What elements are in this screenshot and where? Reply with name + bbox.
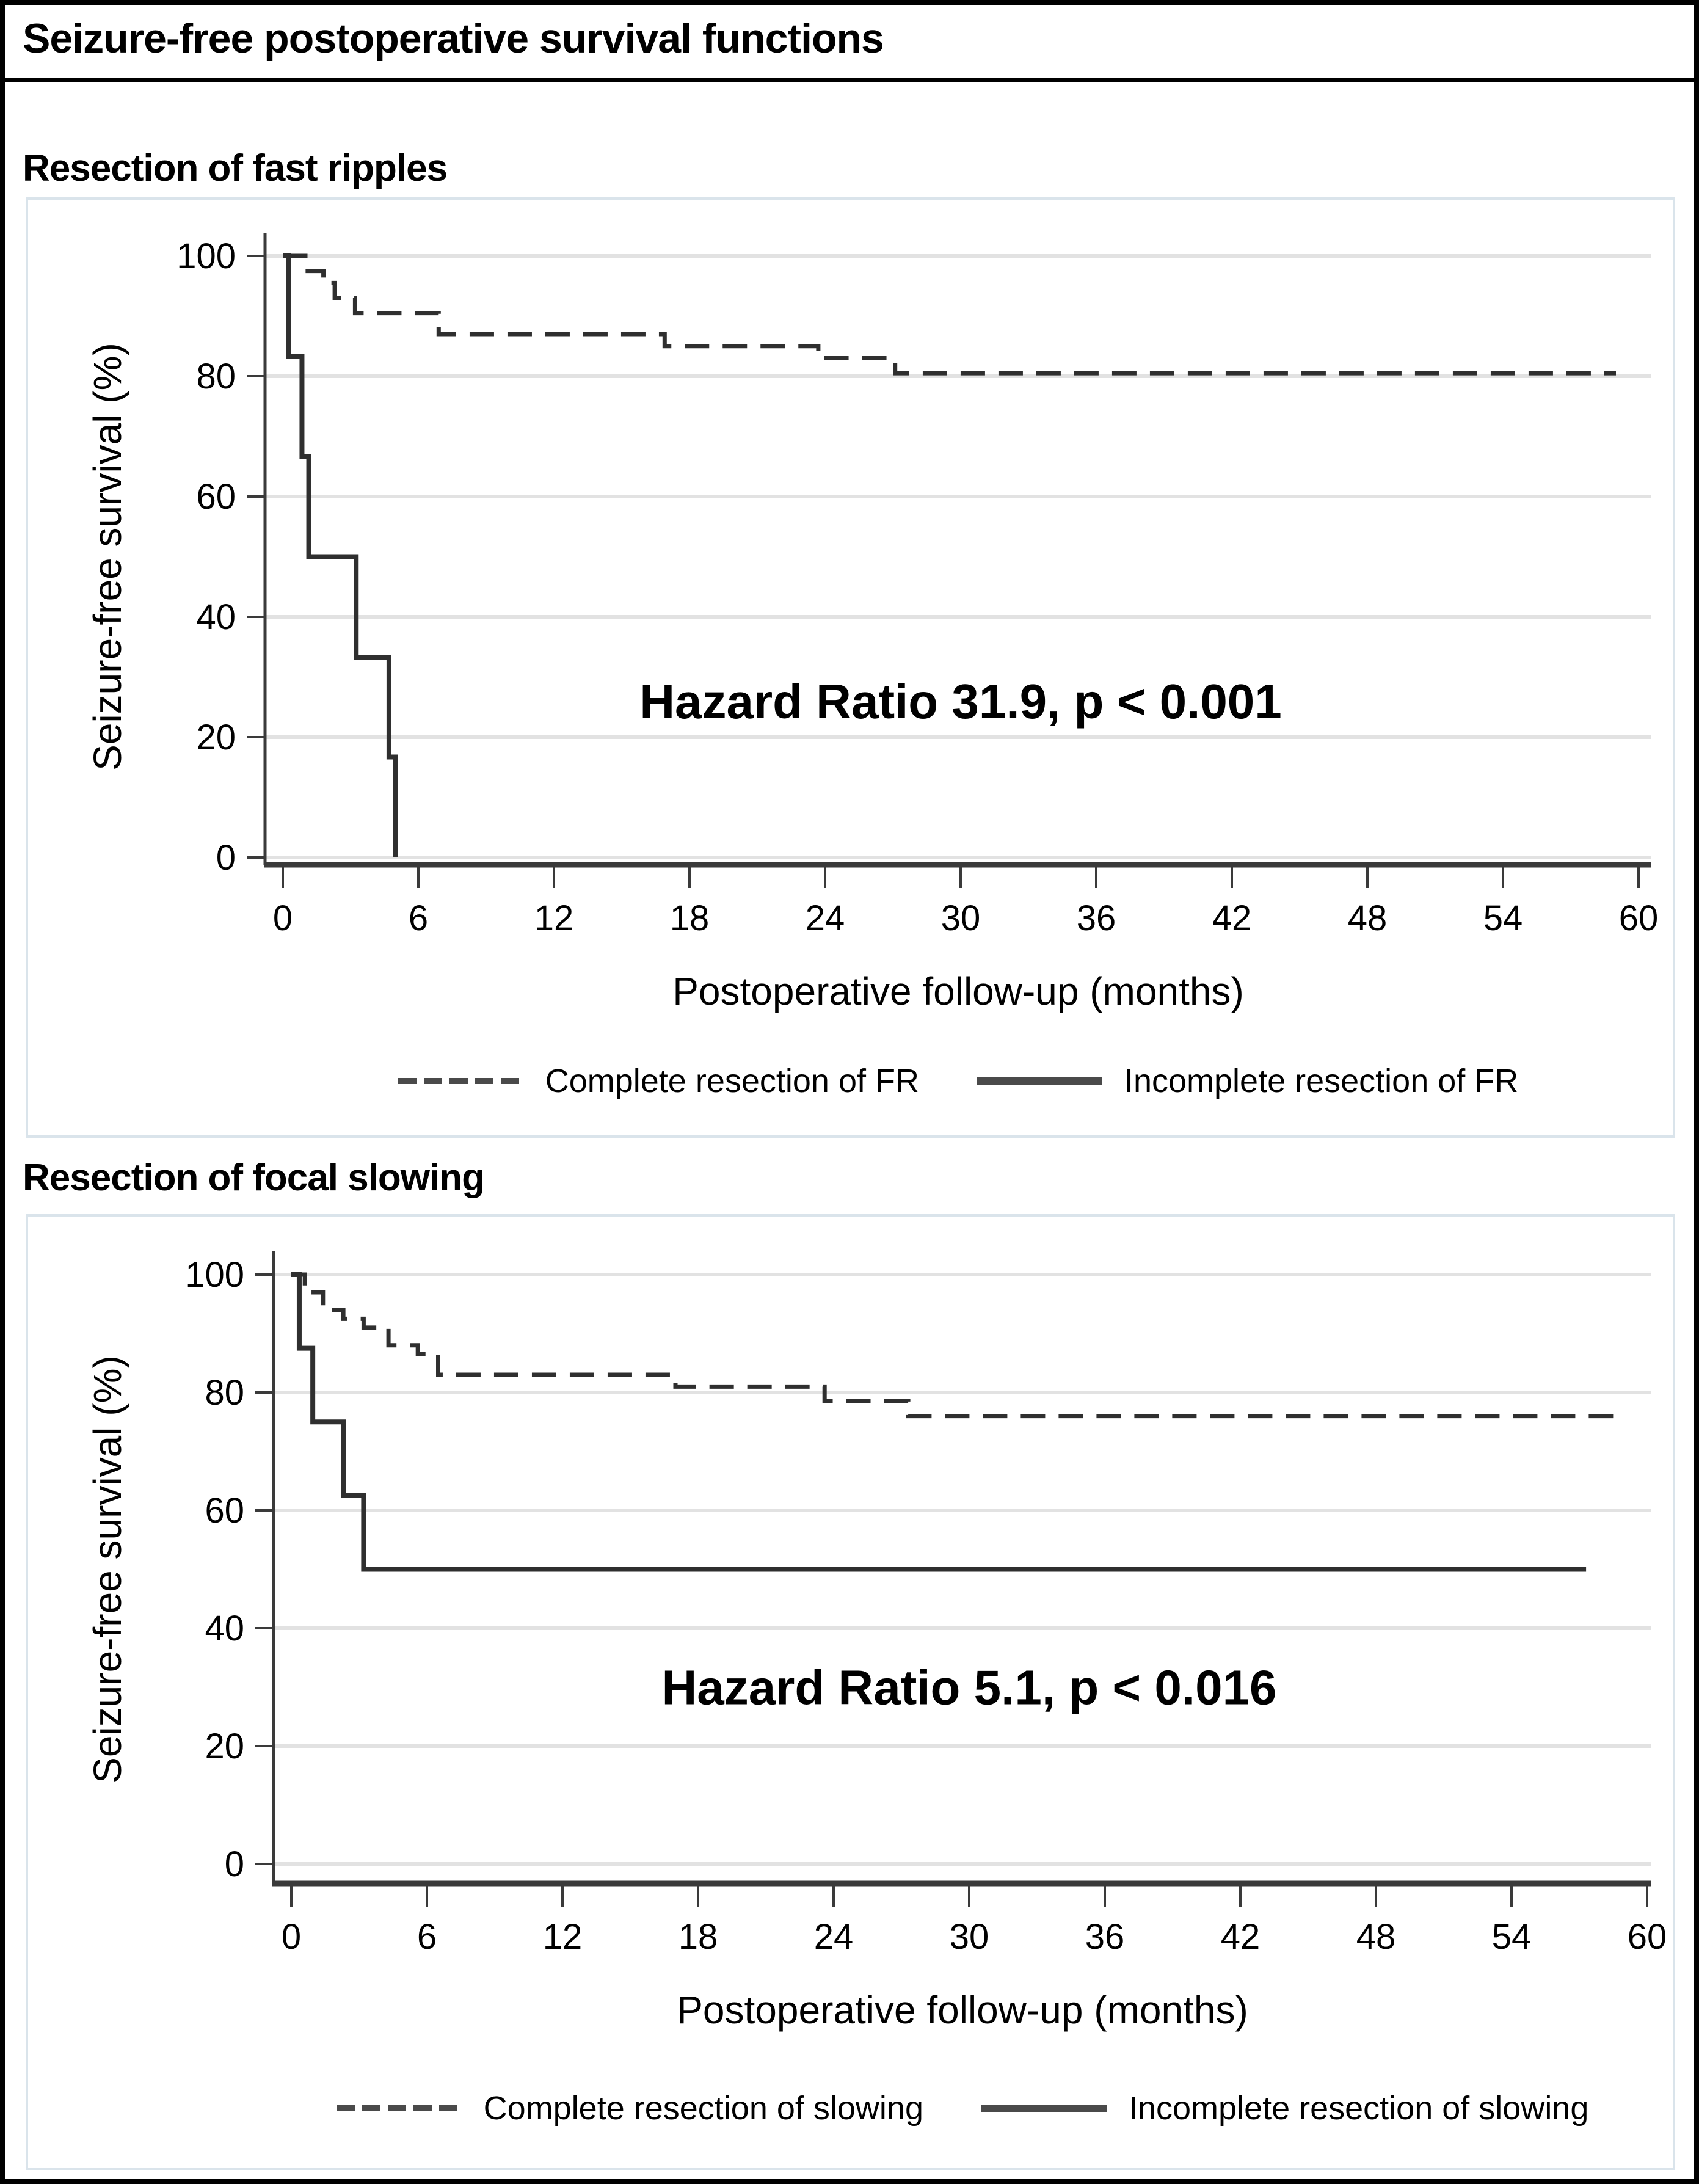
survival-curve-solid bbox=[291, 1272, 1587, 1572]
hazard-ratio-annotation: Hazard Ratio 31.9, p < 0.001 bbox=[639, 674, 1282, 729]
survival-curve-dashed bbox=[283, 253, 1616, 376]
y-tick-label-40: 40 bbox=[196, 597, 236, 637]
x-tick-label-18: 18 bbox=[679, 1917, 718, 1957]
legend-fast-ripples: Complete resection of FR Incomplete resec… bbox=[265, 1060, 1651, 1102]
legend-item: Complete resection of FR bbox=[398, 1062, 919, 1100]
survival-curve-solid bbox=[283, 253, 398, 857]
x-tick-label-54: 54 bbox=[1483, 898, 1523, 938]
x-tick-label-12: 12 bbox=[543, 1917, 583, 1957]
x-tick-label-6: 6 bbox=[417, 1917, 437, 1957]
y-tick-label-40: 40 bbox=[205, 1609, 244, 1648]
x-tick-label-6: 6 bbox=[409, 898, 428, 938]
hazard-ratio-annotation: Hazard Ratio 5.1, p < 0.016 bbox=[661, 1661, 1276, 1715]
x-tick-label-0: 0 bbox=[273, 898, 293, 938]
x-tick-label-30: 30 bbox=[950, 1917, 989, 1957]
chart-panel-focal-slowing: 0 20 40 60 80 100 0 6 12 18 24 30 36 42 48 54 60 Postoper… bbox=[26, 1214, 1675, 2170]
y-tick-label-0: 0 bbox=[216, 838, 236, 878]
x-tick-label-48: 48 bbox=[1348, 898, 1388, 938]
y-tick-label-0: 0 bbox=[225, 1844, 244, 1884]
x-axis-title: Postoperative follow-up (months) bbox=[672, 969, 1244, 1013]
x-tick-label-42: 42 bbox=[1221, 1917, 1261, 1957]
panel-heading-fast-ripples: Resection of fast ripples bbox=[23, 147, 448, 189]
y-tick-label-20: 20 bbox=[196, 718, 236, 757]
legend-label: Incomplete resection of slowing bbox=[1128, 2090, 1589, 2127]
survival-chart-focal-slowing: 0 20 40 60 80 100 0 6 12 18 24 30 36 42 48 54 60 Postoper… bbox=[85, 1251, 1667, 2032]
y-tick-label-100: 100 bbox=[185, 1255, 244, 1295]
x-tick-label-48: 48 bbox=[1356, 1917, 1396, 1957]
x-tick-label-24: 24 bbox=[806, 898, 845, 938]
x-tick-label-12: 12 bbox=[534, 898, 574, 938]
legend-sample-solid-line bbox=[977, 1077, 1102, 1085]
legend-sample-dashed-line bbox=[336, 2105, 462, 2111]
legend-label: Complete resection of FR bbox=[545, 1063, 919, 1099]
y-axis-title: Seizure-free survival (%) bbox=[85, 1355, 129, 1783]
x-tick-label-60: 60 bbox=[1619, 898, 1659, 938]
panel-heading-focal-slowing: Resection of focal slowing bbox=[23, 1157, 485, 1199]
y-tick-label-80: 80 bbox=[205, 1373, 244, 1413]
x-tick-label-18: 18 bbox=[670, 898, 710, 938]
x-tick-label-36: 36 bbox=[1077, 898, 1116, 938]
legend-item: Incomplete resection of slowing bbox=[981, 2089, 1588, 2127]
legend-item: Complete resection of slowing bbox=[336, 2089, 923, 2127]
y-axis-title: Seizure-free survival (%) bbox=[85, 343, 129, 771]
figure-title: Seizure-free postoperative survival func… bbox=[23, 15, 884, 62]
legend-focal-slowing: Complete resection of slowing Incomplete … bbox=[274, 2087, 1651, 2130]
x-tick-label-36: 36 bbox=[1085, 1917, 1125, 1957]
legend-sample-solid-line bbox=[981, 2105, 1107, 2112]
x-tick-label-60: 60 bbox=[1628, 1917, 1667, 1957]
x-axis-title: Postoperative follow-up (months) bbox=[677, 1988, 1248, 2032]
x-tick-label-0: 0 bbox=[282, 1917, 301, 1957]
title-separator-line bbox=[0, 78, 1699, 82]
survival-curve-dashed bbox=[291, 1272, 1614, 1419]
x-tick-label-42: 42 bbox=[1212, 898, 1252, 938]
legend-sample-dashed-line bbox=[398, 1078, 523, 1084]
legend-label: Complete resection of slowing bbox=[483, 2090, 923, 2127]
y-tick-label-100: 100 bbox=[176, 236, 236, 276]
y-tick-label-80: 80 bbox=[196, 357, 236, 396]
y-tick-label-60: 60 bbox=[196, 477, 236, 517]
x-tick-label-30: 30 bbox=[941, 898, 981, 938]
x-tick-label-54: 54 bbox=[1492, 1917, 1532, 1957]
survival-chart-fast-ripples: 0 20 40 60 80 100 0 6 12 18 24 30 36 42 48 54 60 Postoper… bbox=[85, 233, 1659, 1013]
legend-label: Incomplete resection of FR bbox=[1124, 1063, 1519, 1099]
chart-panel-fast-ripples: 0 20 40 60 80 100 0 6 12 18 24 30 36 42 48 54 60 Postoper… bbox=[26, 197, 1675, 1138]
y-tick-label-20: 20 bbox=[205, 1727, 244, 1766]
y-tick-label-60: 60 bbox=[205, 1491, 244, 1531]
legend-item: Incomplete resection of FR bbox=[977, 1062, 1518, 1100]
x-tick-label-24: 24 bbox=[814, 1917, 854, 1957]
